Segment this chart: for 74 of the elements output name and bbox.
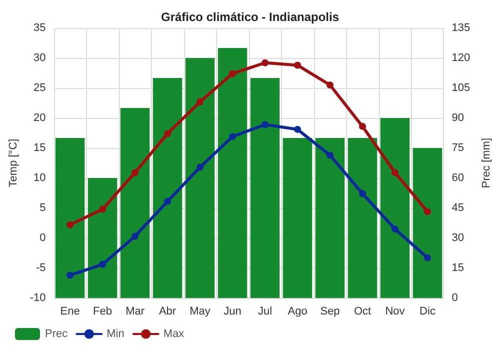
bar bbox=[152, 78, 182, 298]
point bbox=[66, 272, 74, 279]
x-tick-label: Jun bbox=[224, 306, 242, 318]
point bbox=[196, 164, 204, 171]
point bbox=[229, 133, 236, 140]
y-tick-label: -5 bbox=[36, 262, 46, 274]
y2-tick-label: 30 bbox=[452, 232, 464, 244]
bar bbox=[88, 178, 118, 298]
y2-axis-title: Prec [mm] bbox=[480, 138, 492, 188]
point bbox=[359, 190, 366, 198]
y-tick-label: -10 bbox=[30, 292, 46, 304]
y2-tick-label: 105 bbox=[452, 82, 470, 94]
y-tick-label: 5 bbox=[40, 202, 46, 214]
x-tick-label: Jul bbox=[258, 306, 272, 318]
x-tick-label: Oct bbox=[354, 306, 372, 318]
y2-tick-label: 0 bbox=[452, 292, 458, 304]
y-tick-label: 0 bbox=[40, 232, 46, 244]
point bbox=[424, 208, 431, 216]
y-tick-label: 35 bbox=[34, 22, 46, 34]
point bbox=[424, 254, 431, 262]
y-tick-label: 15 bbox=[34, 142, 46, 154]
bar bbox=[55, 138, 85, 298]
point bbox=[294, 62, 302, 69]
point bbox=[164, 130, 172, 138]
legend-label: Prec bbox=[45, 328, 68, 340]
point bbox=[326, 82, 334, 88]
x-tick-label: Mar bbox=[126, 306, 145, 318]
bar bbox=[250, 78, 280, 298]
point bbox=[359, 122, 366, 130]
bar bbox=[412, 148, 442, 298]
bar bbox=[315, 138, 345, 298]
x-tick-label: Ago bbox=[288, 306, 308, 318]
y2-tick-label: 90 bbox=[452, 112, 464, 124]
point bbox=[164, 198, 172, 205]
bar bbox=[120, 108, 150, 298]
point bbox=[196, 98, 204, 106]
point bbox=[294, 126, 302, 133]
y2-tick-label: 60 bbox=[452, 172, 464, 184]
point bbox=[262, 59, 269, 66]
bar bbox=[348, 138, 378, 298]
y2-tick-label: 135 bbox=[452, 22, 470, 34]
legend-label: Min bbox=[106, 328, 124, 340]
point bbox=[392, 226, 399, 232]
x-tick-label: Feb bbox=[93, 306, 112, 318]
x-tick-label: May bbox=[190, 306, 211, 318]
point bbox=[326, 152, 334, 159]
bar bbox=[218, 48, 248, 298]
y2-tick-label: 120 bbox=[452, 52, 470, 64]
y-tick-label: 10 bbox=[34, 172, 46, 184]
y2-tick-label: 15 bbox=[452, 262, 464, 274]
point bbox=[229, 70, 236, 78]
point bbox=[392, 169, 399, 176]
y2-tick-label: 75 bbox=[452, 142, 464, 154]
y-axis-title: Temp [°C] bbox=[8, 138, 20, 188]
legend-label: Max bbox=[163, 328, 185, 340]
y-tick-label: 25 bbox=[34, 82, 46, 94]
x-tick-label: Abr bbox=[158, 306, 176, 318]
chart-title: Gráfico climático - Indianapolis bbox=[160, 10, 340, 24]
bar bbox=[185, 58, 215, 298]
point bbox=[66, 221, 74, 228]
point bbox=[262, 121, 269, 128]
point bbox=[132, 232, 139, 240]
x-tick-label: Sep bbox=[320, 306, 340, 318]
point bbox=[132, 169, 139, 176]
y-tick-label: 30 bbox=[34, 52, 46, 64]
point bbox=[99, 206, 106, 213]
x-tick-label: Ene bbox=[60, 306, 80, 318]
y2-tick-label: 45 bbox=[452, 202, 464, 214]
x-tick-label: Nov bbox=[385, 306, 406, 318]
y-tick-label: 20 bbox=[34, 112, 46, 124]
x-tick-label: Dic bbox=[420, 306, 436, 318]
bar bbox=[380, 118, 410, 298]
point bbox=[99, 260, 106, 268]
bar bbox=[282, 138, 312, 298]
